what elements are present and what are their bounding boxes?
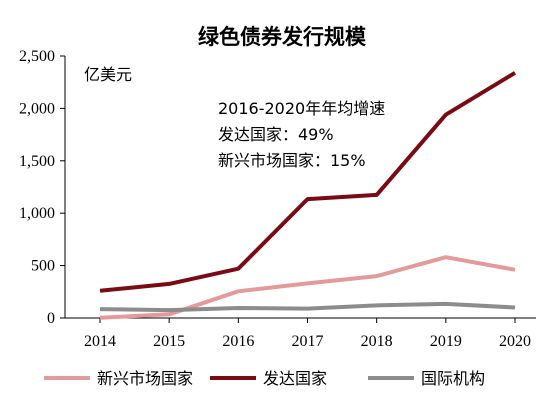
y-tick-label: 500: [31, 258, 55, 275]
legend-label-1: 发达国家: [263, 369, 327, 388]
chart-title: 绿色债券发行规模: [198, 25, 367, 49]
x-tick-label: 2015: [153, 333, 185, 350]
x-tick-label: 2016: [222, 333, 254, 350]
series-line-0: [99, 255, 516, 320]
x-tick-label: 2020: [499, 333, 531, 350]
series-line-1: [99, 71, 517, 293]
x-tick-label: 2014: [84, 333, 116, 350]
legend-label-2: 国际机构: [421, 369, 485, 388]
annotation-growth-heading: 2016-2020年年均增速: [218, 99, 385, 118]
x-tick-label: 2018: [361, 333, 393, 350]
y-axis-unit-label: 亿美元: [84, 65, 132, 84]
x-tick-label: 2017: [292, 333, 324, 350]
series-line-2: [99, 301, 516, 313]
y-tick-label: 2,500: [19, 48, 55, 65]
annotation-emerging-rate: 新兴市场国家：15%: [218, 151, 366, 170]
y-tick-label: 0: [47, 310, 55, 327]
y-tick-label: 1,500: [19, 153, 55, 170]
x-tick-label: 2019: [430, 333, 462, 350]
annotation-developed-rate: 发达国家：49%: [218, 125, 334, 144]
legend-label-0: 新兴市场国家: [97, 369, 193, 388]
y-tick-label: 1,000: [19, 205, 55, 222]
y-tick-label: 2,000: [19, 100, 55, 117]
